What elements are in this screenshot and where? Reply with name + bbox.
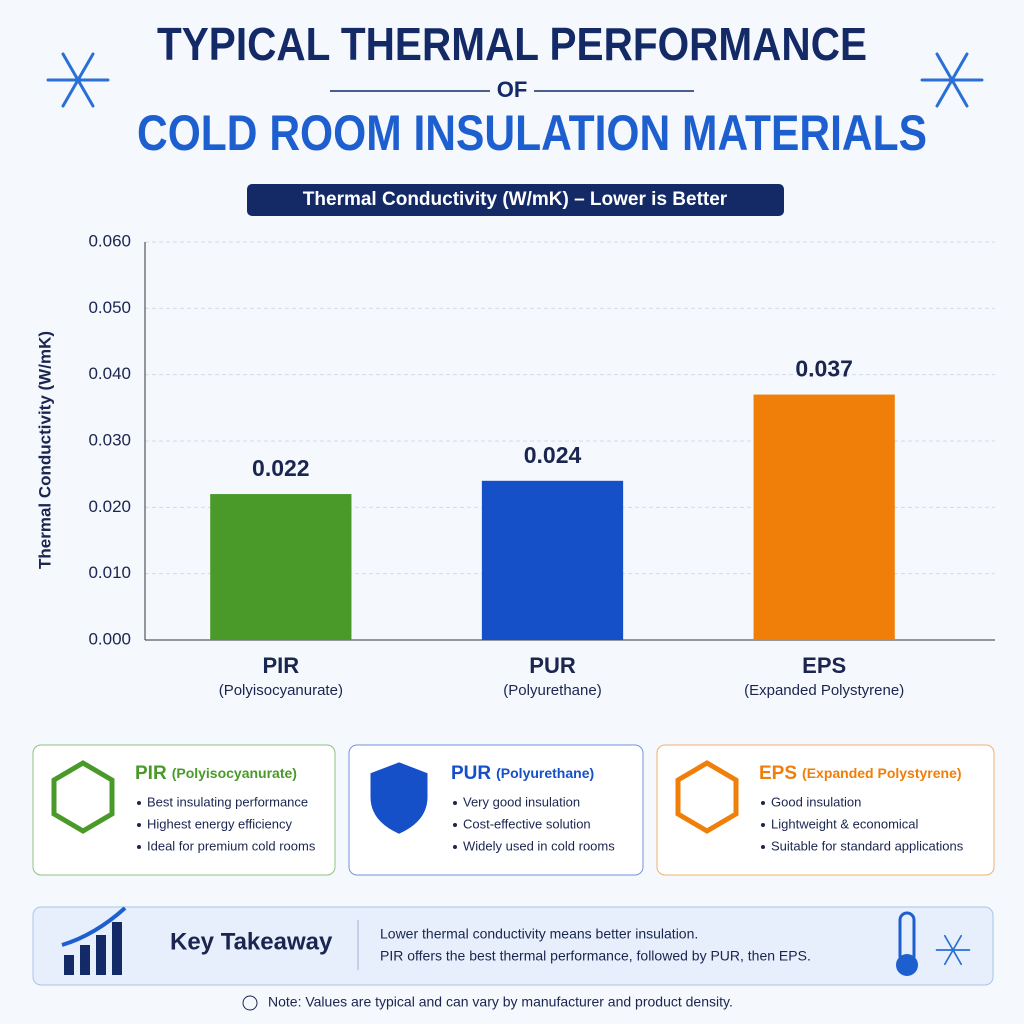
card-icon	[675, 760, 739, 834]
bullet	[453, 845, 457, 849]
y-tick-label: 0.060	[88, 231, 131, 250]
snowflake-icon	[935, 934, 971, 966]
bullet	[453, 801, 457, 805]
card-point: Best insulating performance	[147, 794, 308, 809]
card-detail: (Polyisocyanurate)	[172, 765, 297, 781]
card-icon	[51, 760, 115, 834]
snowflake-icon	[920, 52, 984, 108]
snowflake-icon	[46, 52, 110, 108]
x-tick-label: PIR	[262, 653, 299, 678]
takeaway-line: PIR offers the best thermal performance,…	[380, 948, 811, 964]
card-point: Very good insulation	[463, 794, 580, 809]
thermometer-icon	[896, 911, 918, 976]
bullet	[761, 801, 765, 805]
card-point: Lightweight & economical	[771, 816, 919, 831]
growth-icon	[61, 906, 127, 975]
x-tick-detail: (Expanded Polystyrene)	[744, 682, 904, 699]
takeaway-line: Lower thermal conductivity means better …	[380, 926, 698, 942]
chart-subtitle: Thermal Conductivity (W/mK) – Lower is B…	[303, 189, 728, 210]
title-line: TYPICAL THERMAL PERFORMANCE	[157, 18, 867, 70]
value-label: 0.024	[524, 442, 582, 468]
card-detail: (Expanded Polystyrene)	[802, 765, 962, 781]
card-detail: (Polyurethane)	[496, 765, 594, 781]
bullet	[137, 845, 141, 849]
takeaway-title: Key Takeaway	[170, 928, 333, 955]
x-tick-label: EPS	[802, 653, 846, 678]
card-name: PIR	[135, 763, 167, 784]
card-title: PIR (Polyisocyanurate)	[135, 763, 297, 784]
plot-area: 0.000 0.010 0.020 0.030 0.040 0.050 0.060 PIR (P…	[88, 231, 995, 699]
y-tick-label: 0.010	[88, 563, 131, 582]
card-name: EPS	[759, 763, 797, 784]
info-icon	[242, 995, 258, 1011]
y-tick-label: 0.000	[88, 629, 131, 648]
y-tick-label: 0.040	[88, 364, 131, 383]
card-point: Highest energy efficiency	[147, 816, 293, 831]
note: Note: Values are typical and can vary by…	[268, 994, 733, 1010]
title-line: COLD ROOM INSULATION MATERIALS	[137, 105, 927, 161]
x-tick-detail: (Polyurethane)	[503, 682, 601, 699]
card-title: PUR (Polyurethane)	[451, 763, 594, 784]
y-tick-label: 0.030	[88, 430, 131, 449]
value-label: 0.022	[252, 455, 310, 481]
card-point: Widely used in cold rooms	[463, 838, 615, 853]
bar	[753, 394, 895, 640]
title-line: OF	[497, 77, 528, 102]
card	[656, 744, 995, 876]
x-tick-detail: (Polyisocyanurate)	[219, 682, 343, 699]
x-tick-label: PUR	[529, 653, 576, 678]
card-point: Suitable for standard applications	[771, 838, 964, 853]
bullet	[761, 845, 765, 849]
value-label: 0.037	[795, 356, 853, 382]
bullet	[137, 801, 141, 805]
card-point: Cost-effective solution	[463, 816, 591, 831]
takeaway-box	[32, 906, 994, 986]
card-name: PUR	[451, 763, 491, 784]
y-axis-label: Thermal Conductivity (W/mK)	[35, 331, 54, 569]
subtitle-badge	[247, 184, 784, 216]
cards: PIR (Polyisocyanurate) Best insulating per…	[32, 744, 995, 876]
bar	[210, 494, 352, 640]
y-tick-label: 0.020	[88, 497, 131, 516]
card-point: Good insulation	[771, 794, 861, 809]
card-title: EPS (Expanded Polystyrene)	[759, 763, 962, 784]
bullet	[137, 823, 141, 827]
bar	[481, 480, 624, 640]
card-icon	[370, 762, 428, 834]
bullet	[453, 823, 457, 827]
y-tick-label: 0.050	[88, 298, 131, 317]
bullet	[761, 823, 765, 827]
card-point: Ideal for premium cold rooms	[147, 838, 316, 853]
